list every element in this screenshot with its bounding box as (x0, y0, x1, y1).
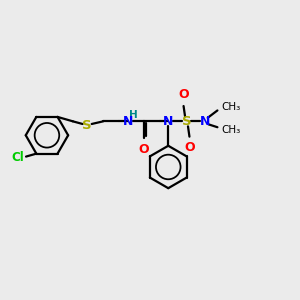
Text: O: O (139, 143, 149, 156)
Text: N: N (163, 115, 173, 128)
Text: S: S (82, 119, 92, 132)
Text: S: S (182, 115, 191, 128)
Text: CH₃: CH₃ (221, 103, 241, 112)
Text: O: O (184, 141, 195, 154)
Text: N: N (200, 115, 210, 128)
Text: Cl: Cl (11, 151, 24, 164)
Text: O: O (178, 88, 189, 101)
Text: N: N (122, 115, 133, 128)
Text: CH₃: CH₃ (221, 125, 241, 135)
Text: H: H (129, 110, 138, 120)
